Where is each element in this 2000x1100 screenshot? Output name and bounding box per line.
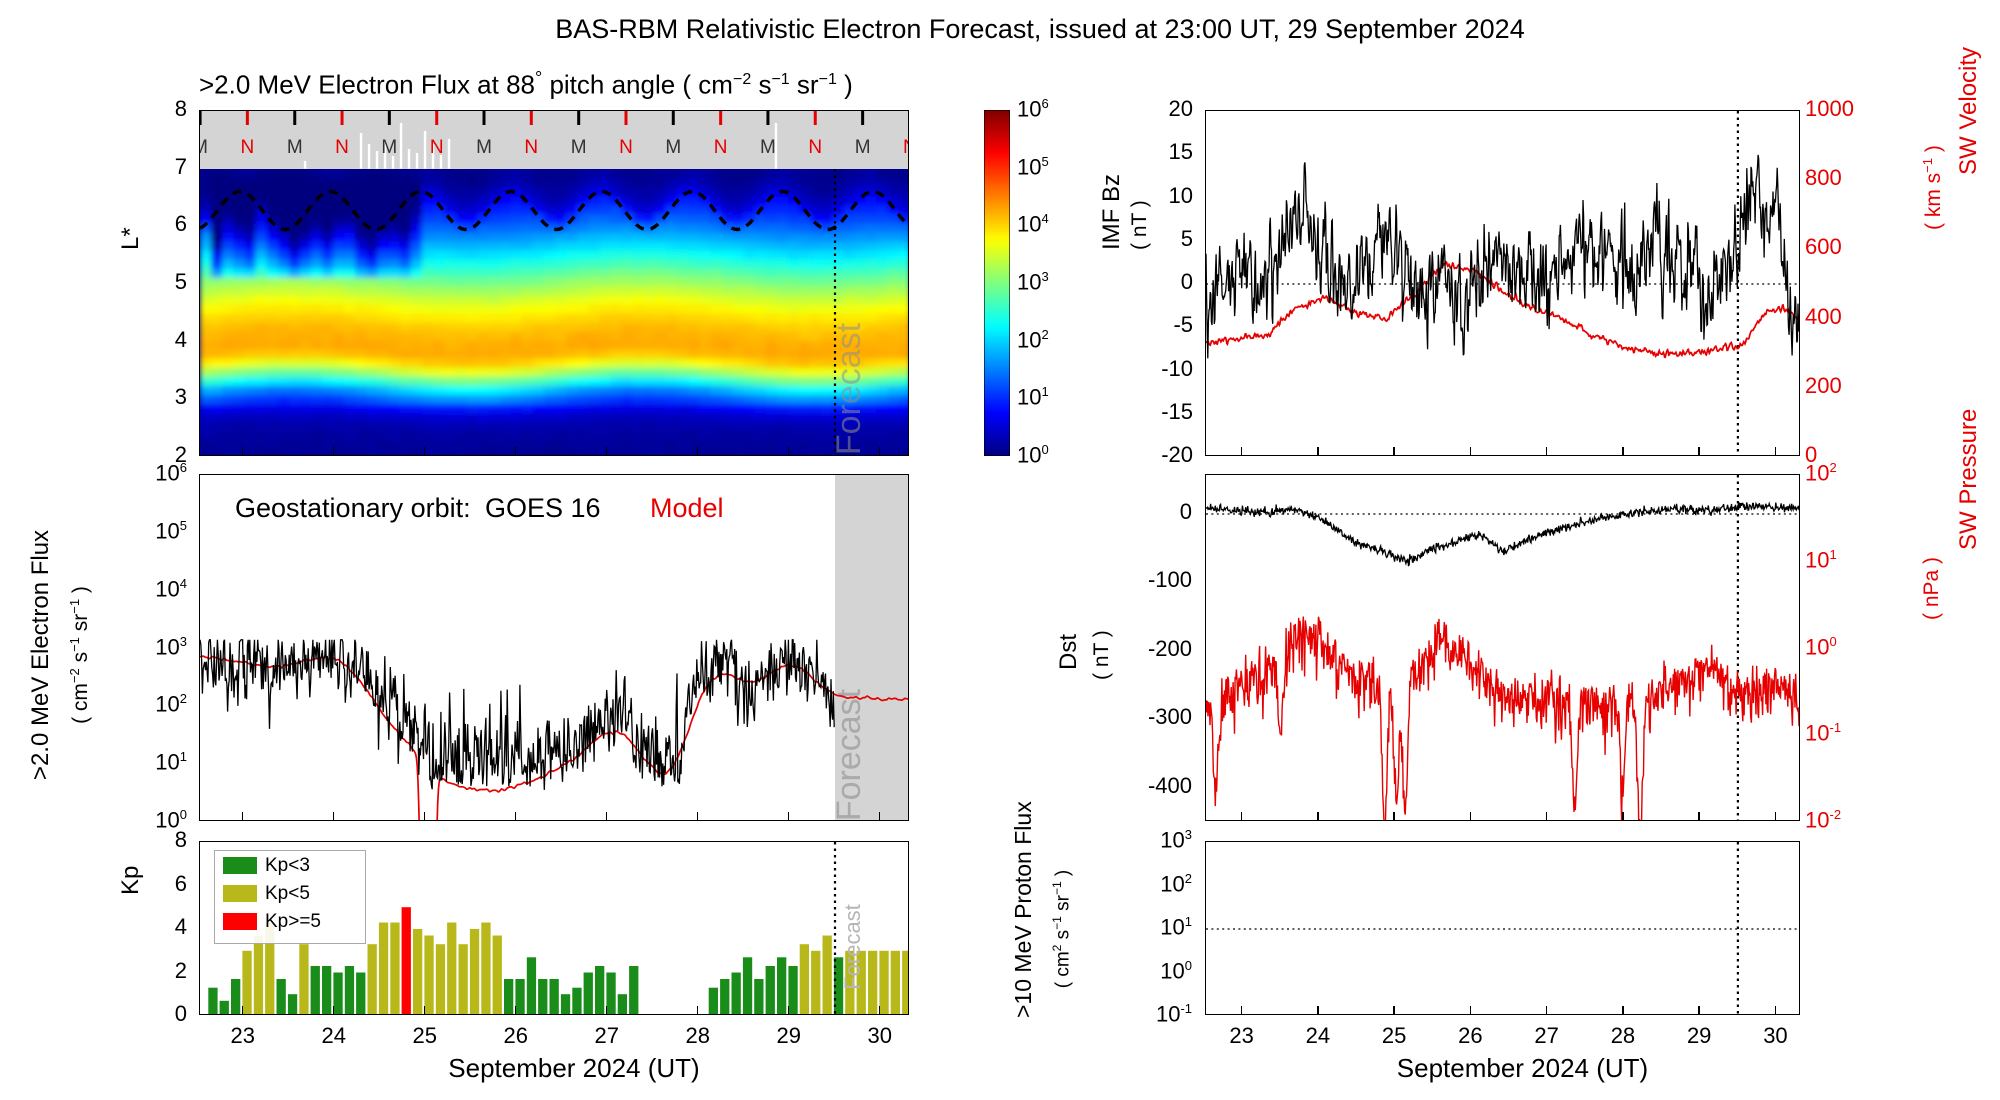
svg-text:Forecast: Forecast bbox=[840, 904, 865, 990]
svg-text:N: N bbox=[808, 137, 822, 158]
svg-text:M: M bbox=[760, 137, 776, 158]
svg-text:M: M bbox=[476, 137, 492, 158]
svg-text:M: M bbox=[665, 137, 681, 158]
svg-text:N: N bbox=[430, 137, 444, 158]
svg-text:M: M bbox=[571, 137, 587, 158]
svg-text:M: M bbox=[381, 137, 397, 158]
svg-text:Model: Model bbox=[650, 493, 724, 523]
svg-text:N: N bbox=[335, 137, 349, 158]
svg-text:N: N bbox=[714, 137, 728, 158]
svg-text:N: N bbox=[619, 137, 633, 158]
svg-text:N: N bbox=[524, 137, 538, 158]
svg-text:Geostationary orbit:: Geostationary orbit: bbox=[235, 493, 471, 523]
svg-text:N: N bbox=[903, 137, 909, 158]
svg-text:GOES 16: GOES 16 bbox=[485, 493, 601, 523]
svg-text:N: N bbox=[241, 137, 255, 158]
svg-text:M: M bbox=[287, 137, 303, 158]
svg-text:M: M bbox=[855, 137, 871, 158]
svg-text:Forecast: Forecast bbox=[830, 688, 868, 821]
svg-text:Forecast: Forecast bbox=[830, 322, 868, 455]
svg-text:M: M bbox=[200, 137, 208, 158]
